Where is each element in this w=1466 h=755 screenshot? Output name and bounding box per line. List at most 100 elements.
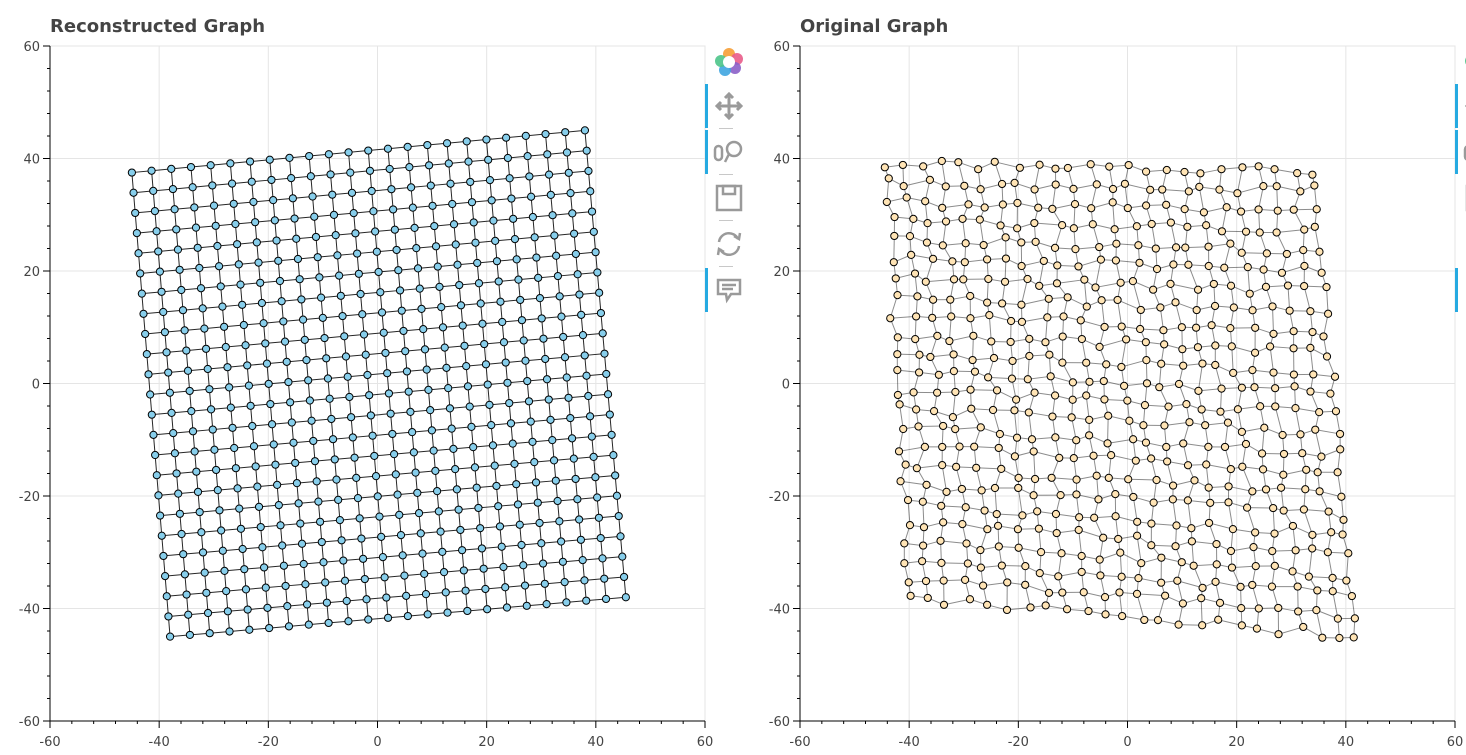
graph-node[interactable]	[305, 621, 312, 628]
graph-node[interactable]	[222, 343, 229, 350]
graph-node[interactable]	[1202, 422, 1209, 429]
graph-node[interactable]	[569, 210, 576, 217]
graph-node[interactable]	[1300, 247, 1307, 254]
graph-node[interactable]	[248, 178, 255, 185]
graph-node[interactable]	[272, 461, 279, 468]
graph-node[interactable]	[392, 471, 399, 478]
graph-node[interactable]	[296, 276, 303, 283]
graph-node[interactable]	[966, 596, 973, 603]
graph-node[interactable]	[267, 400, 274, 407]
graph-node[interactable]	[230, 200, 237, 207]
graph-node[interactable]	[1078, 552, 1085, 559]
graph-node[interactable]	[940, 519, 947, 526]
graph-node[interactable]	[948, 313, 955, 320]
graph-node[interactable]	[506, 399, 513, 406]
graph-node[interactable]	[333, 476, 340, 483]
graph-node[interactable]	[265, 380, 272, 387]
graph-node[interactable]	[1156, 384, 1163, 391]
graph-node[interactable]	[303, 601, 310, 608]
graph-node[interactable]	[229, 424, 236, 431]
graph-node[interactable]	[486, 176, 493, 183]
graph-node[interactable]	[181, 571, 188, 578]
graph-node[interactable]	[579, 332, 586, 339]
graph-node[interactable]	[1237, 583, 1244, 590]
graph-node[interactable]	[357, 290, 364, 297]
graph-node[interactable]	[366, 167, 373, 174]
graph-node[interactable]	[997, 222, 1004, 229]
graph-node[interactable]	[249, 422, 256, 429]
graph-node[interactable]	[1106, 163, 1113, 170]
graph-node[interactable]	[186, 631, 193, 638]
graph-node[interactable]	[1203, 222, 1210, 229]
original-graph-plot[interactable]: -60 -40 -20 0 20 40 60 -60 -40 -20 0 20 40 60	[750, 0, 1466, 755]
graph-node[interactable]	[961, 259, 968, 266]
graph-node[interactable]	[480, 565, 487, 572]
graph-node[interactable]	[977, 424, 984, 431]
graph-node[interactable]	[1301, 262, 1308, 269]
graph-node[interactable]	[1337, 446, 1344, 453]
graph-node[interactable]	[984, 601, 991, 608]
graph-node[interactable]	[1175, 380, 1182, 387]
graph-node[interactable]	[891, 213, 898, 220]
graph-node[interactable]	[475, 280, 482, 287]
graph-node[interactable]	[1261, 424, 1268, 431]
graph-node[interactable]	[1309, 531, 1316, 538]
graph-node[interactable]	[1105, 412, 1112, 419]
graph-node[interactable]	[1227, 240, 1234, 247]
graph-node[interactable]	[453, 486, 460, 493]
graph-node[interactable]	[415, 510, 422, 517]
graph-node[interactable]	[891, 232, 898, 239]
graph-node[interactable]	[183, 347, 190, 354]
graph-node[interactable]	[450, 221, 457, 228]
graph-node[interactable]	[234, 241, 241, 248]
graph-node[interactable]	[378, 533, 385, 540]
graph-node[interactable]	[603, 370, 610, 377]
graph-node[interactable]	[454, 261, 461, 268]
graph-node[interactable]	[448, 425, 455, 432]
graph-node[interactable]	[337, 292, 344, 299]
graph-node[interactable]	[288, 419, 295, 426]
graph-node[interactable]	[1049, 205, 1056, 212]
graph-node[interactable]	[1246, 290, 1253, 297]
graph-node[interactable]	[442, 589, 449, 596]
graph-node[interactable]	[270, 441, 277, 448]
graph-node[interactable]	[1098, 297, 1105, 304]
graph-node[interactable]	[970, 332, 977, 339]
graph-node[interactable]	[406, 164, 413, 171]
graph-node[interactable]	[939, 242, 946, 249]
graph-node[interactable]	[306, 152, 313, 159]
graph-node[interactable]	[191, 448, 198, 455]
graph-node[interactable]	[984, 299, 991, 306]
graph-node[interactable]	[1159, 186, 1166, 193]
graph-node[interactable]	[443, 140, 450, 147]
graph-node[interactable]	[128, 169, 135, 176]
graph-node[interactable]	[527, 418, 534, 425]
graph-node[interactable]	[946, 337, 953, 344]
graph-node[interactable]	[1205, 443, 1212, 450]
graph-node[interactable]	[565, 394, 572, 401]
graph-node[interactable]	[1210, 280, 1217, 287]
graph-node[interactable]	[171, 206, 178, 213]
graph-node[interactable]	[1301, 226, 1308, 233]
graph-node[interactable]	[1136, 259, 1143, 266]
graph-node[interactable]	[178, 530, 185, 537]
graph-node[interactable]	[384, 370, 391, 377]
graph-node[interactable]	[485, 156, 492, 163]
graph-node[interactable]	[468, 199, 475, 206]
graph-node[interactable]	[937, 537, 944, 544]
graph-node[interactable]	[338, 537, 345, 544]
graph-node[interactable]	[407, 408, 414, 415]
graph-node[interactable]	[1132, 457, 1139, 464]
graph-node[interactable]	[585, 167, 592, 174]
reset-tool[interactable]	[1455, 222, 1466, 266]
graph-node[interactable]	[1022, 563, 1029, 570]
graph-node[interactable]	[168, 409, 175, 416]
graph-node[interactable]	[1059, 333, 1066, 340]
graph-node[interactable]	[1237, 208, 1244, 215]
graph-node[interactable]	[1157, 304, 1164, 311]
graph-node[interactable]	[526, 173, 533, 180]
graph-node[interactable]	[894, 391, 901, 398]
graph-node[interactable]	[255, 503, 262, 510]
graph-node[interactable]	[410, 449, 417, 456]
graph-node[interactable]	[290, 439, 297, 446]
